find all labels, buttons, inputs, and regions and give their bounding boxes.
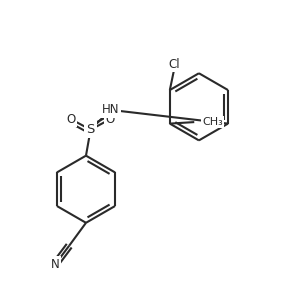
Text: CH₃: CH₃ [202,117,223,127]
Text: O: O [66,113,75,125]
Text: S: S [86,123,95,136]
Text: O: O [106,113,115,125]
Text: Cl: Cl [168,58,180,71]
Text: N: N [51,258,60,270]
Text: HN: HN [102,103,119,116]
